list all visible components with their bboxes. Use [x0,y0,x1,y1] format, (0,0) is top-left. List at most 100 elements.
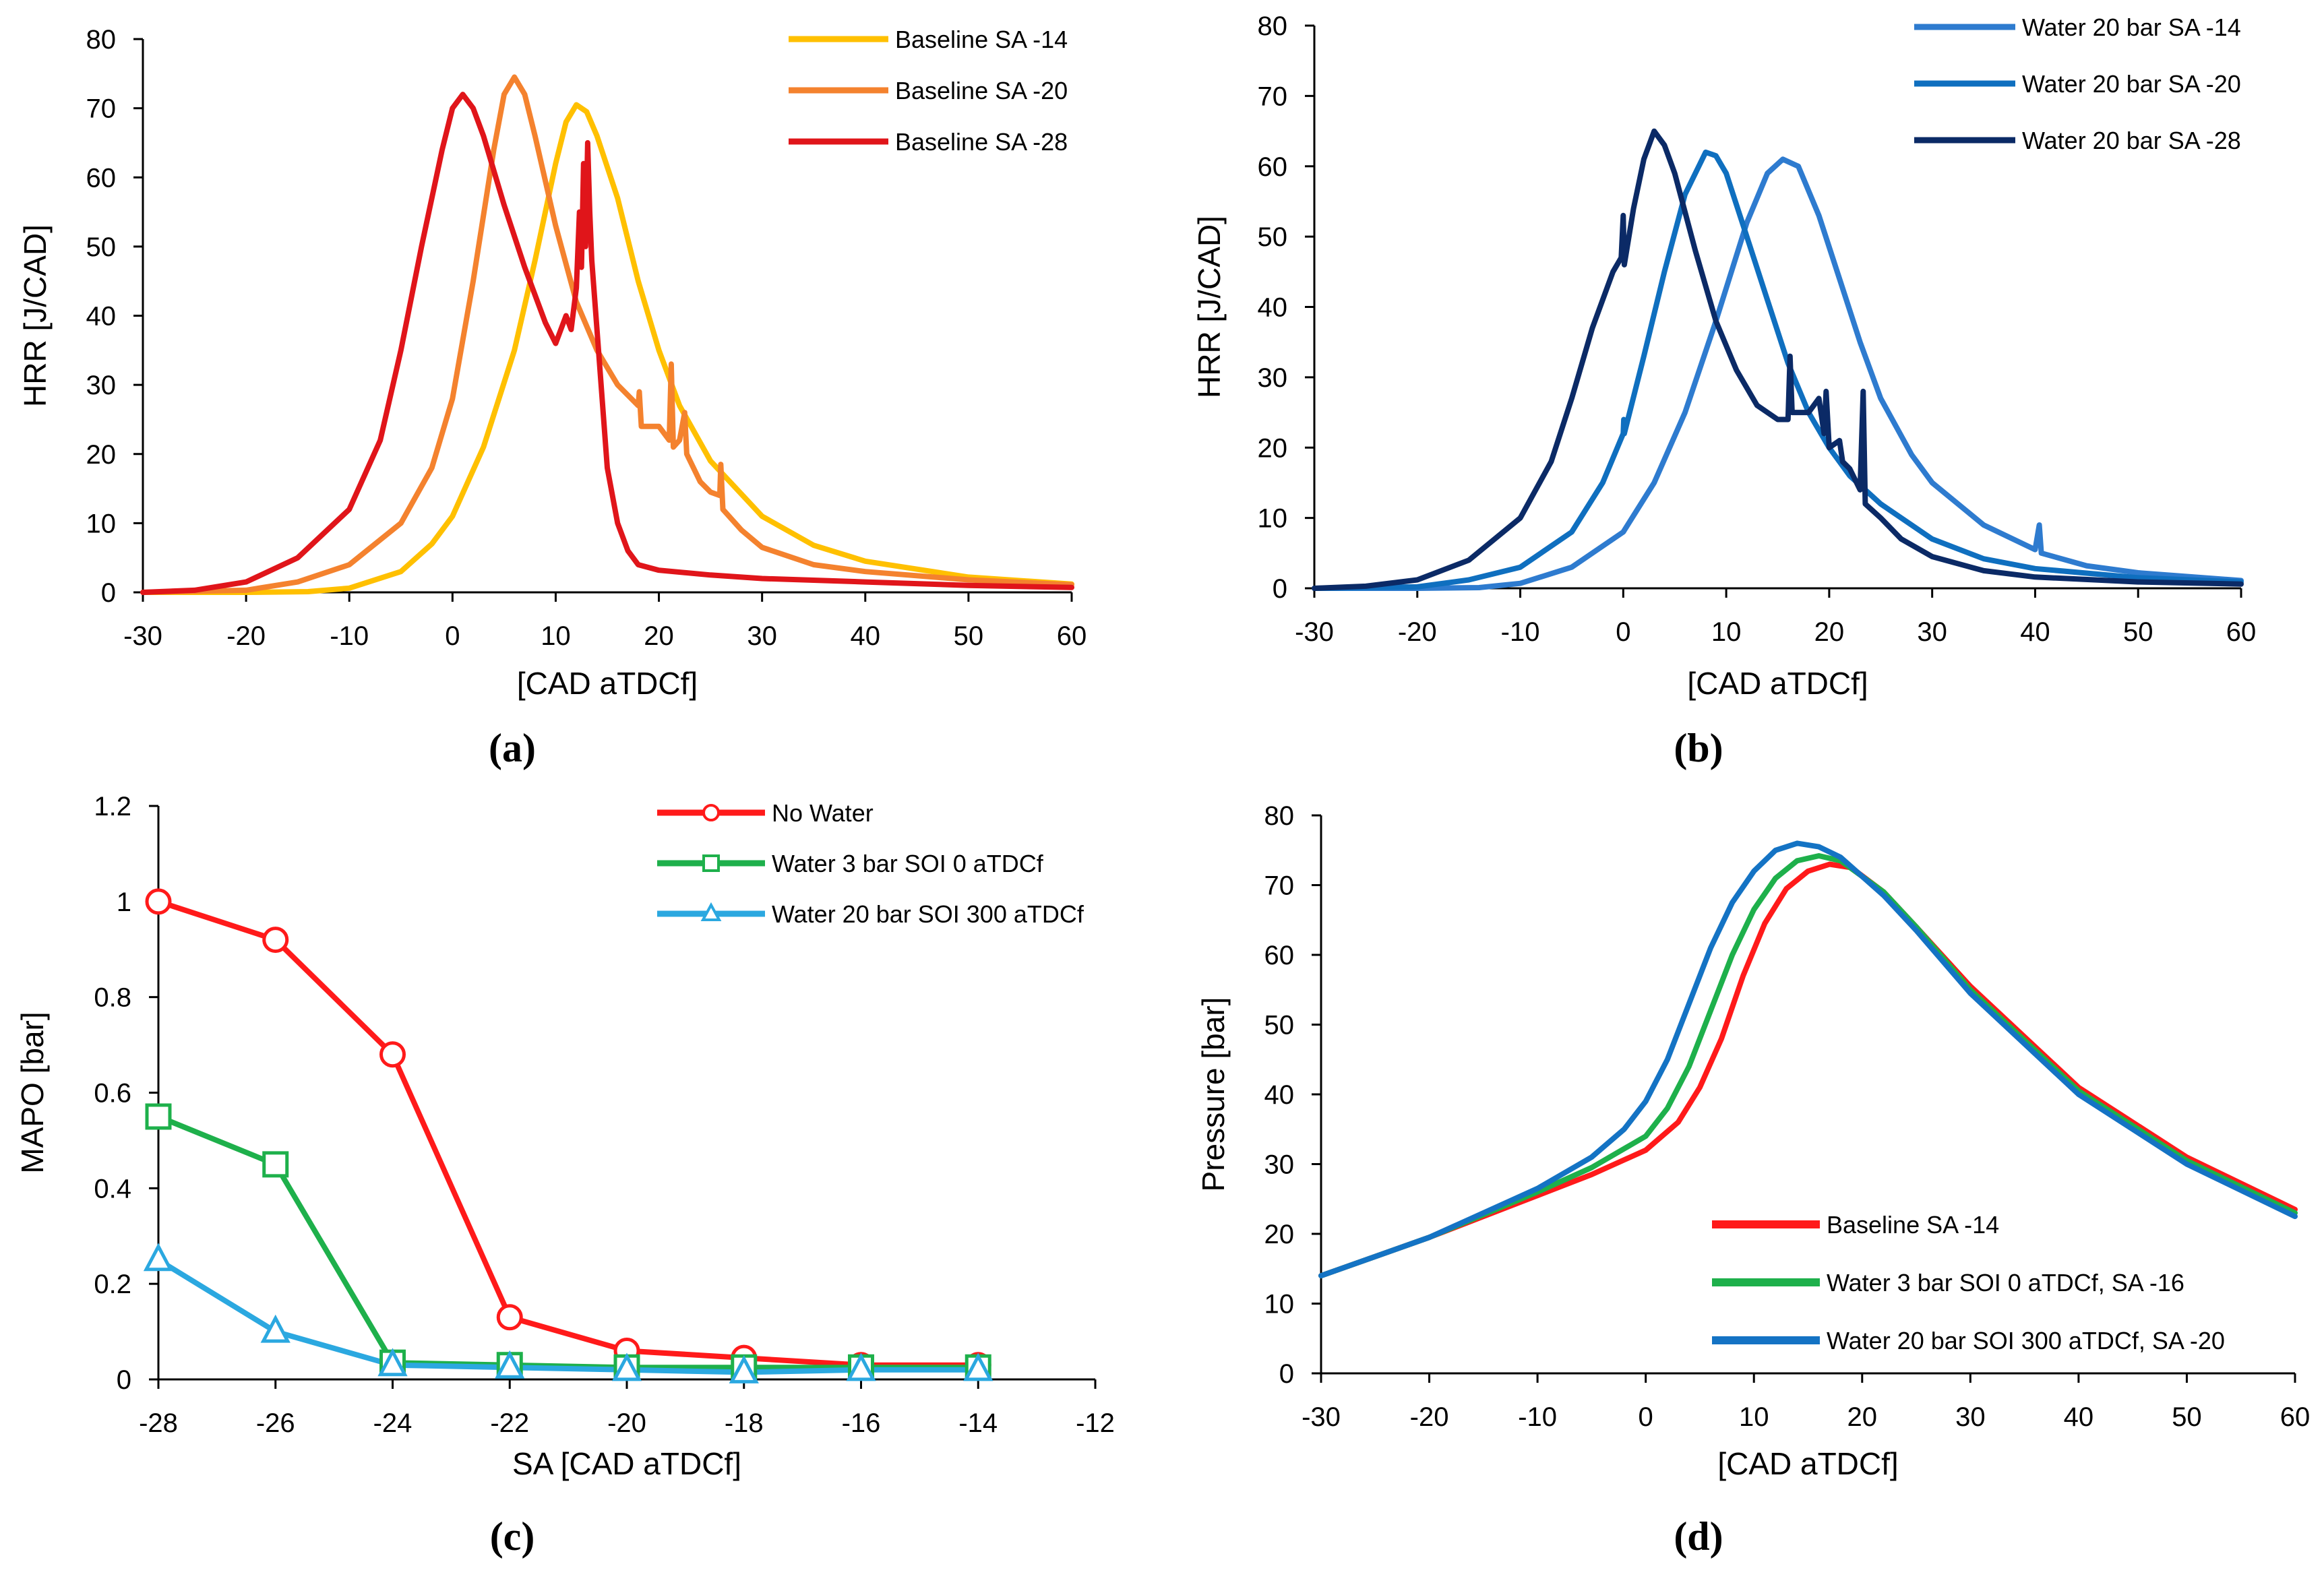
y-tick-label: 20 [1264,1220,1295,1249]
series-line-1 [140,102,1074,595]
data-point-circle [496,1304,523,1331]
chart-panel-c: 0 0.2 0.4 0.6 0.8 1 1.2 -28 -26 -24 -22 -20 -18 -16 -1… [15,792,1115,1559]
legend-label: No Water [772,799,874,827]
y-tick-label: 70 [1264,871,1295,901]
data-point-circle [262,927,289,954]
y-axis-title: Pressure [bar] [1196,997,1231,1192]
x-axis-title: [CAD aTDCf] [517,666,698,701]
y-tick-label: 50 [1258,222,1288,252]
panel-label: (a) [489,726,536,770]
legend-label: Water 3 bar SOI 0 aTDCf [772,850,1044,877]
y-tick-label: 30 [86,371,117,400]
x-tick-label: -24 [373,1408,412,1438]
data-point-triangle [377,1348,408,1377]
y-tick-label: 0 [1273,574,1287,604]
series-line-3 [1312,128,2244,591]
y-axis-title: HRR [J/CAD] [1192,216,1227,398]
panel-label: (b) [1674,726,1723,770]
legend-label: Water 20 bar SA -28 [2022,127,2241,154]
x-tick-label: -18 [725,1408,764,1438]
x-tick-label: 30 [1917,617,1947,647]
x-tick-label: 10 [1711,617,1742,647]
x-tick-label: 20 [1814,617,1845,647]
series-line-1 [156,898,981,1368]
y-tick-label: 60 [1258,152,1288,182]
legend-label: Baseline SA -28 [895,128,1068,156]
y-tick-label: 1.2 [94,792,131,821]
series-line-2 [1312,149,2244,591]
legend-label: Water 20 bar SOI 300 aTDCf [772,900,1084,928]
y-tick-label: 0 [101,578,116,608]
x-axis-title: SA [CAD aTDCf] [512,1446,741,1481]
x-tick-label: 0 [445,621,460,651]
x-tick-label: 30 [1955,1402,1986,1432]
x-tick-label: -14 [958,1408,998,1438]
data-point-square [262,1151,289,1178]
series-line-3 [156,1257,981,1375]
y-tick-label: 70 [1258,82,1288,111]
y-tick-label: 0 [1279,1359,1294,1389]
y-tick-label: 60 [1264,941,1295,970]
x-tick-label: 20 [644,621,674,651]
x-tick-label: 20 [1847,1402,1878,1432]
y-tick-label: 20 [1258,433,1288,463]
y-tick-label: 0.6 [94,1079,131,1109]
x-tick-label: 40 [2064,1402,2094,1432]
y-tick-label: 10 [1258,504,1288,534]
y-tick-label: 80 [1264,801,1295,831]
x-tick-label: 0 [1639,1402,1653,1432]
data-point-triangle [611,1352,642,1381]
x-tick-label: -10 [330,621,369,651]
x-tick-label: -20 [226,621,266,651]
y-tick-label: 70 [86,94,117,124]
data-point-circle [145,888,172,915]
y-tick-label: 0 [117,1365,131,1395]
panel-label: (c) [490,1514,535,1559]
chart-panel-b: 0 10 20 30 40 50 60 70 80 -30 -20 -10 0 10 20 30 40 50 60 [… [1192,11,2256,770]
x-tick-label: -20 [1410,1402,1449,1432]
x-tick-label: 10 [541,621,571,651]
data-point-triangle [495,1350,525,1379]
y-tick-label: 10 [86,509,117,538]
y-tick-label: 50 [86,232,117,262]
x-tick-label: -12 [1076,1408,1115,1438]
series-line-1 [1312,156,2244,591]
x-tick-label: 40 [2020,617,2050,647]
data-point-triangle [846,1352,876,1381]
legend-label: Water 3 bar SOI 0 aTDCf, SA -16 [1827,1269,2184,1297]
y-tick-label: 30 [1258,363,1288,393]
data-point-triangle [729,1355,759,1383]
y-tick-label: 0.4 [94,1174,131,1204]
panel-label: (d) [1674,1514,1723,1559]
x-tick-label: -30 [123,621,162,651]
y-tick-label: 0.2 [94,1270,131,1299]
x-axis-title: [CAD aTDCf] [1687,666,1868,701]
legend-marker [702,854,720,872]
x-tick-label: 0 [1616,617,1630,647]
chart-panel-a: 0 10 20 30 40 50 60 70 80 -30 -20 -10 0 10 20 30 40 50 60 [… [18,25,1087,770]
y-tick-label: 60 [86,163,117,193]
series-line-2 [140,74,1074,595]
x-tick-label: 60 [2226,617,2257,647]
y-tick-label: 10 [1264,1290,1295,1319]
legend-label: Water 20 bar SOI 300 aTDCf, SA -20 [1827,1327,2225,1354]
x-tick-label: 50 [2123,617,2153,647]
x-tick-label: 60 [2280,1402,2311,1432]
y-tick-label: 30 [1264,1150,1295,1180]
y-axis-title: MAPO [bar] [15,1011,50,1173]
y-tick-label: 80 [86,25,117,55]
x-tick-label: 50 [2172,1402,2202,1432]
y-tick-label: 40 [1258,293,1288,323]
x-tick-label: -30 [1302,1402,1341,1432]
legend-label: Water 20 bar SA -14 [2022,13,2241,41]
y-axis-title: HRR [J/CAD] [18,224,53,407]
series-line-3 [1318,840,2298,1279]
x-tick-label: -30 [1295,617,1334,647]
x-tick-label: 60 [1057,621,1087,651]
x-tick-label: -28 [139,1408,178,1438]
data-point-triangle [260,1314,290,1343]
data-point-triangle [963,1352,993,1381]
x-tick-label: -10 [1518,1402,1557,1432]
data-point-triangle [143,1243,174,1272]
